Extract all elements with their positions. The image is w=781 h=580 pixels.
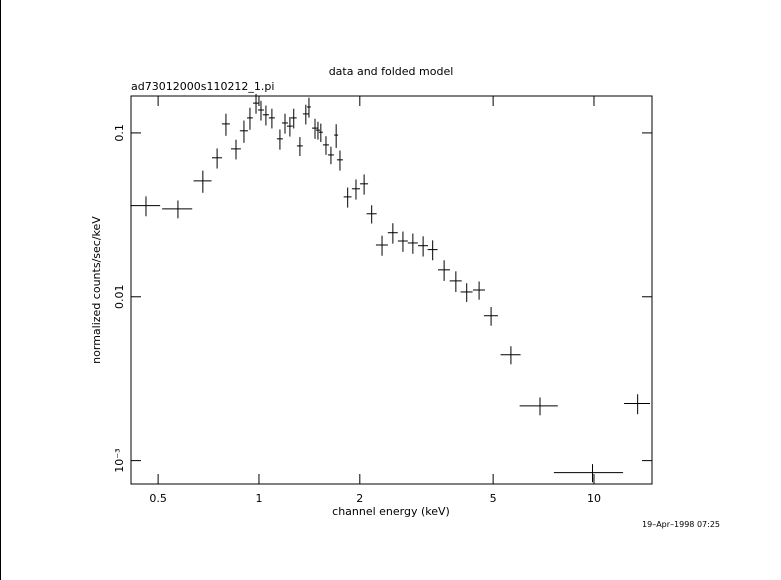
plot-frame <box>130 95 653 485</box>
x-tick-label: 5 <box>490 492 497 505</box>
x-tick-label: 1 <box>255 492 262 505</box>
y-tick-label: 0.01 <box>113 285 126 310</box>
x-tick-label: 2 <box>356 492 363 505</box>
x-axis-label: channel energy (keV) <box>332 505 450 518</box>
timestamp: 19–Apr–1998 07:25 <box>642 520 720 529</box>
y-tick-label: 0.1 <box>113 124 126 142</box>
y-axis-label: normalized counts/sec/keV <box>90 216 103 364</box>
chart-subtitle: ad73012000s110212_1.pi <box>131 80 274 93</box>
y-tick-label: 10⁻³ <box>113 449 126 473</box>
chart-title: data and folded model <box>329 65 454 78</box>
x-tick-label: 0.5 <box>149 492 167 505</box>
x-tick-label: 10 <box>587 492 601 505</box>
